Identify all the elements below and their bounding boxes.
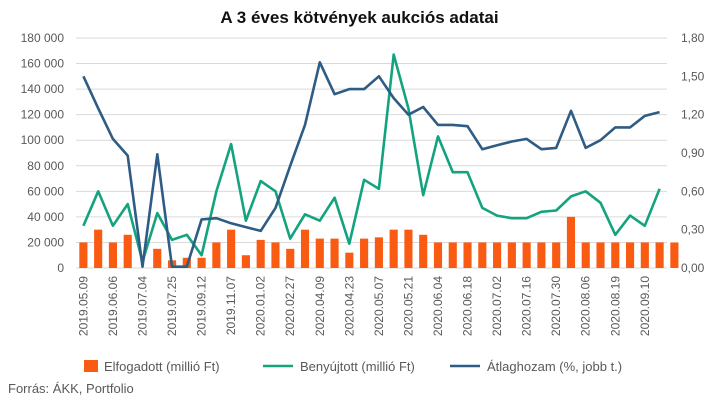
x-tick-label: 2020.08.06 <box>579 276 593 336</box>
x-tick-label: 2020.06.04 <box>431 276 445 336</box>
bar-elfogadott <box>463 242 472 268</box>
x-tick-label: 2020.02.27 <box>283 276 297 336</box>
bar-elfogadott <box>227 229 236 268</box>
bar-elfogadott <box>197 257 206 268</box>
bar-elfogadott <box>300 229 310 268</box>
legend-label-benyujtott: Benyújtott (millió Ft) <box>300 359 415 374</box>
bar-elfogadott <box>153 248 162 268</box>
left-tick-label: 0 <box>57 261 64 275</box>
bar-elfogadott <box>596 242 605 268</box>
right-tick-label: 1,20 <box>681 108 705 122</box>
right-tick-label: 1,80 <box>681 31 705 45</box>
chart-title: A 3 éves kötvények aukciós adatai <box>220 8 499 27</box>
legend-swatch-elfogadott <box>84 360 98 372</box>
x-tick-label: 2020.04.23 <box>342 276 356 336</box>
bar-elfogadott <box>537 242 546 268</box>
line-atlaghozam <box>82 60 660 269</box>
right-tick-label: 0,30 <box>681 223 705 237</box>
left-tick-label: 100 000 <box>21 133 65 147</box>
bar-elfogadott <box>478 242 487 268</box>
x-tick-label: 2020.05.21 <box>401 276 415 336</box>
bar-elfogadott <box>271 242 280 268</box>
x-tick-label: 2019.09.12 <box>195 276 209 336</box>
bar-elfogadott <box>212 242 221 268</box>
left-tick-label: 180 000 <box>21 31 65 45</box>
left-tick-label: 60 000 <box>27 184 64 198</box>
left-tick-label: 20 000 <box>27 235 64 249</box>
bar-elfogadott <box>360 238 369 268</box>
line-benyujtott <box>82 53 661 263</box>
right-tick-label: 0,90 <box>681 146 705 160</box>
x-tick-label: 2020.08.19 <box>608 276 622 336</box>
bar-elfogadott <box>94 229 103 268</box>
bar-elfogadott <box>670 242 679 268</box>
bar-elfogadott <box>330 238 339 268</box>
bar-elfogadott <box>315 238 324 268</box>
bar-elfogadott <box>640 242 649 268</box>
bar-elfogadott <box>79 242 88 268</box>
left-tick-label: 140 000 <box>21 82 65 96</box>
legend-label-elfogadott: Elfogadott (millió Ft) <box>104 359 220 374</box>
bar-elfogadott <box>419 234 428 268</box>
bar-elfogadott <box>581 242 590 268</box>
right-tick-label: 0,60 <box>681 184 705 198</box>
bar-elfogadott <box>566 216 576 268</box>
x-tick-label: 2019.07.25 <box>165 276 179 336</box>
right-tick-label: 0,00 <box>681 261 705 275</box>
bar-elfogadott <box>108 242 118 268</box>
bar-elfogadott <box>241 255 250 268</box>
left-tick-label: 40 000 <box>27 210 64 224</box>
x-tick-label: 2019.11.07 <box>224 276 238 335</box>
left-tick-label: 160 000 <box>21 57 65 71</box>
bar-elfogadott <box>493 242 502 268</box>
bar-elfogadott <box>256 239 265 268</box>
bar-elfogadott <box>345 252 354 268</box>
bar-elfogadott <box>655 242 664 268</box>
bar-elfogadott <box>448 242 457 268</box>
legend-label-atlaghozam: Átlaghozam (%, jobb t.) <box>487 359 622 374</box>
bar-elfogadott <box>404 229 413 268</box>
bar-elfogadott <box>611 242 620 268</box>
x-tick-label: 2020.07.02 <box>490 276 504 336</box>
bar-elfogadott <box>123 234 132 268</box>
bar-elfogadott <box>522 242 531 268</box>
left-tick-label: 120 000 <box>21 108 65 122</box>
source-note: Forrás: ÁKK, Portfolio <box>8 381 134 396</box>
left-tick-label: 80 000 <box>27 159 64 173</box>
x-tick-label: 2020.04.09 <box>313 276 327 336</box>
bar-elfogadott <box>374 237 383 268</box>
bar-elfogadott <box>625 242 635 268</box>
bar-elfogadott <box>507 242 516 268</box>
bar-elfogadott <box>389 229 398 268</box>
x-tick-label: 2019.06.06 <box>106 276 120 336</box>
x-tick-label: 2020.07.16 <box>520 276 534 336</box>
x-tick-label: 2020.01.02 <box>254 276 268 336</box>
x-tick-label: 2019.05.09 <box>76 276 90 336</box>
bar-elfogadott <box>433 242 443 268</box>
x-tick-label: 2019.07.04 <box>135 276 149 336</box>
x-tick-label: 2020.06.18 <box>461 276 475 336</box>
x-tick-label: 2020.05.07 <box>372 276 386 336</box>
x-tick-label: 2020.07.30 <box>549 276 563 336</box>
right-tick-label: 1,50 <box>681 69 705 83</box>
bar-elfogadott <box>286 248 295 268</box>
bar-elfogadott <box>552 242 561 268</box>
x-tick-label: 2020.09.10 <box>638 276 652 336</box>
